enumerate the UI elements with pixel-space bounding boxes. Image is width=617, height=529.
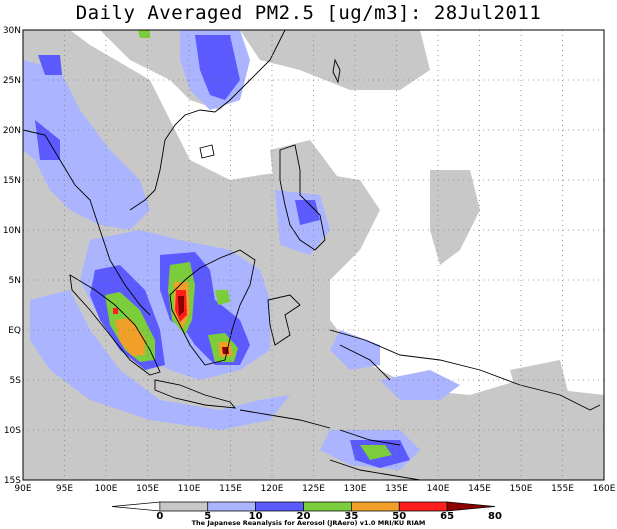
lon-tick-label: 105E: [136, 484, 159, 494]
coast-taiwan: [332, 58, 341, 84]
green-top: [138, 30, 150, 38]
coast-hainan: [199, 144, 215, 159]
latitude-ticks: 30N 25N 20N 15N 10N 5N EQ 5S 10S 15S: [3, 26, 21, 486]
lat-tick-label: 25N: [3, 76, 21, 86]
colorbar-swatch: [111, 501, 161, 512]
lat-tick-label: 30N: [3, 26, 21, 36]
colorbar-label: 10: [249, 511, 263, 522]
lat-tick-label: 10S: [4, 426, 21, 436]
colorbar-labels: 0 5 10 20 35 50 65 80: [156, 511, 502, 522]
coast-new-guinea: [329, 329, 601, 411]
gray-region-east: [430, 170, 480, 265]
colorbar-label: 80: [488, 511, 502, 522]
colorbar-label: 35: [344, 511, 358, 522]
coast-java: [154, 379, 237, 409]
lon-tick-label: 125E: [302, 484, 325, 494]
lon-tick-label: 135E: [385, 484, 408, 494]
db-ph: [295, 200, 320, 225]
colorbar-label: 20: [297, 511, 311, 522]
lat-tick-label: 15S: [4, 476, 21, 486]
lat-tick-label: 15N: [3, 176, 21, 186]
gridlines: [23, 30, 604, 480]
lon-tick-label: 160E: [593, 484, 616, 494]
longitude-ticks: 90E 95E 100E 105E 110E 115E 120E 125E 130E 135E 14…: [14, 484, 615, 494]
chart-title: Daily Averaged PM2.5 [ug/m3]: 28Jul2011: [75, 2, 542, 24]
lon-tick-label: 145E: [468, 484, 491, 494]
lb-java-sea: [30, 290, 290, 430]
credit-text: The Japanese Reanalysis for Aerosol (JRA…: [191, 519, 426, 527]
colorbar-label: 50: [392, 511, 406, 522]
darkred-borneo: [178, 296, 184, 316]
lat-tick-label: 5N: [9, 276, 21, 286]
lon-tick-label: 155E: [551, 484, 574, 494]
lon-tick-label: 120E: [261, 484, 284, 494]
colorbar-label: 0: [156, 511, 163, 522]
colorbar-swatch: [159, 501, 209, 512]
colorbar-swatch: [398, 501, 448, 512]
db-north: [195, 35, 240, 100]
coast-borneo: [169, 249, 256, 366]
db-sumatra-south: [38, 55, 62, 75]
lat-tick-label: 5S: [10, 376, 22, 386]
lat-tick-label: 10N: [3, 226, 21, 236]
lon-tick-label: 130E: [344, 484, 367, 494]
green-timor: [360, 445, 392, 460]
orange-sumatra: [115, 318, 145, 356]
lon-tick-label: 100E: [95, 484, 118, 494]
lon-tick-label: 150E: [510, 484, 533, 494]
lat-tick-label: 20N: [3, 126, 21, 136]
lon-tick-label: 95E: [56, 484, 73, 494]
coast-sumatra: [69, 274, 161, 376]
colorbar-swatch: [351, 501, 400, 512]
lb-indochina: [23, 60, 150, 230]
map-frame: [22, 29, 605, 481]
coast-sulawesi: [267, 294, 301, 346]
colorbar-swatch: [446, 501, 496, 512]
coastlines: [23, 30, 601, 480]
colorbar-swatch: [255, 501, 304, 512]
lat-tick-label: EQ: [8, 326, 21, 336]
coast-philippines: [279, 144, 326, 251]
lon-tick-label: 115E: [219, 484, 242, 494]
coast-australia: [329, 459, 421, 480]
lon-tick-label: 110E: [178, 484, 201, 494]
colorbar-label: 5: [204, 511, 211, 522]
lon-tick-label: 90E: [14, 484, 31, 494]
colorbar-swatch: [207, 501, 256, 512]
coast-lesser-sunda: [239, 409, 401, 446]
lon-tick-label: 140E: [427, 484, 450, 494]
colorbar-label: 65: [440, 511, 454, 522]
green-borneo-east: [215, 290, 230, 305]
colorbar: [111, 501, 496, 512]
red-sumatra: [113, 308, 118, 314]
colorbar-swatch: [303, 501, 352, 512]
lb-banda: [380, 370, 460, 400]
coast-asia-mainland: [23, 30, 286, 316]
